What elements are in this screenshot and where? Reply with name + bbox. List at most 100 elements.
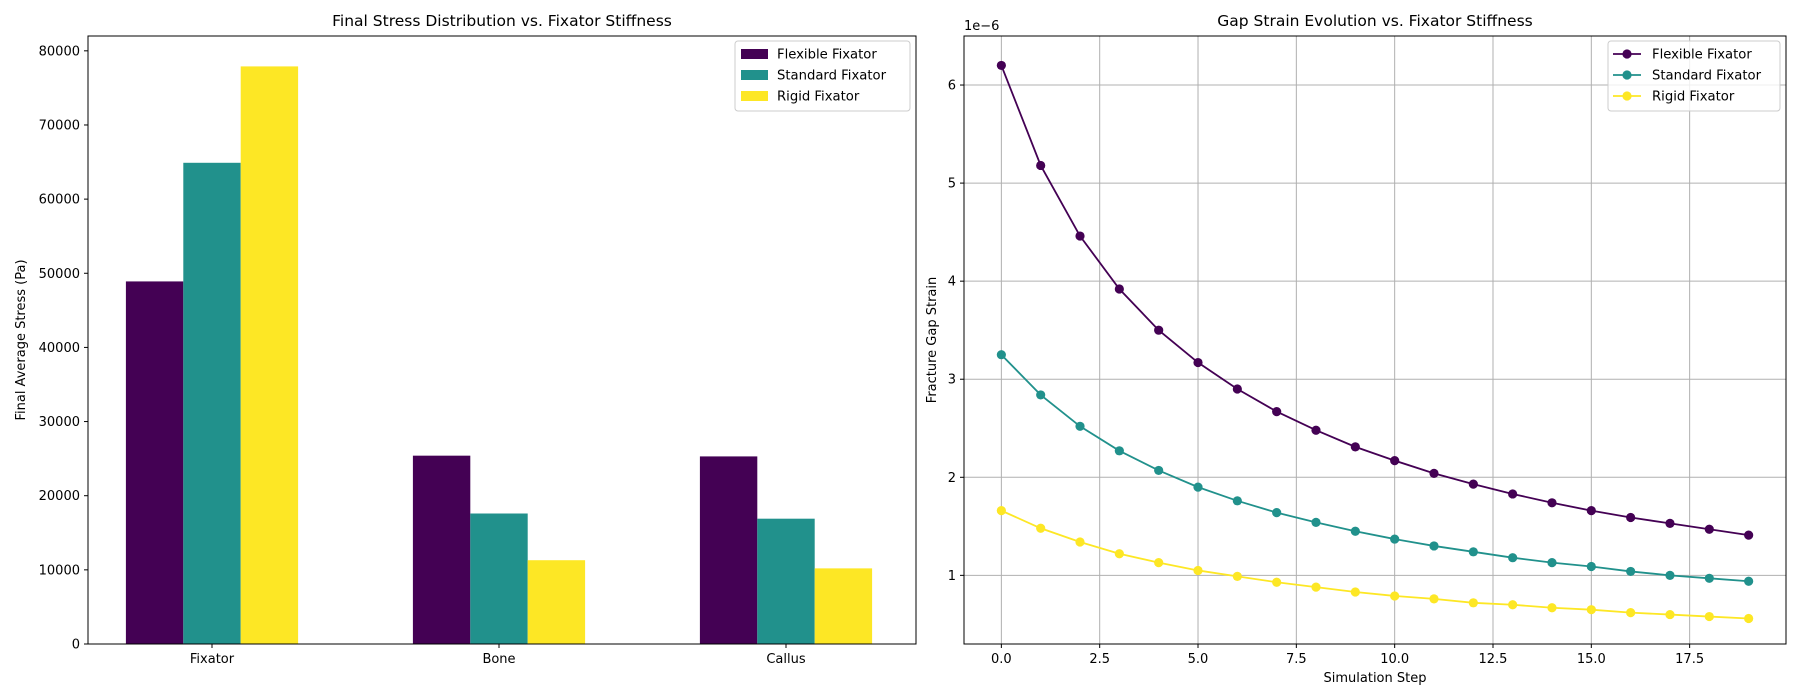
data-point <box>1114 549 1124 559</box>
data-point <box>1429 594 1439 604</box>
data-point <box>1626 566 1636 577</box>
data-point <box>1311 582 1321 592</box>
y-tick-label: 70000 <box>39 118 80 133</box>
line-chart-legend-items: Flexible Fixator Standard Fixator Rigid Fi… <box>1613 48 1762 105</box>
x-tick-label: 10.0 <box>1380 652 1409 667</box>
legend-label: Rigid Fixator <box>1652 90 1735 105</box>
line-chart-x-ticks: 0.0 2.5 5.0 7.5 10.0 12.5 15.0 17.5 <box>991 644 1704 667</box>
data-point <box>1075 231 1085 241</box>
x-tick-label: Fixator <box>190 652 235 667</box>
bar-chart-legend: Flexible Fixator Standard Fixator Rigid Fi… <box>734 40 911 112</box>
data-point <box>1547 603 1557 613</box>
y-tick-label: 2 <box>948 471 956 486</box>
data-point <box>1272 577 1282 587</box>
data-point <box>1154 558 1164 568</box>
y-tick-label: 10000 <box>39 563 80 578</box>
data-point <box>1390 456 1400 466</box>
legend-label: Flexible Fixator <box>777 48 877 63</box>
legend-label: Standard Fixator <box>777 69 887 84</box>
data-point <box>1429 541 1439 551</box>
data-point <box>1350 526 1360 536</box>
data-point <box>1626 512 1636 523</box>
bar-chart-y-axis-label: Final Average Stress (Pa) <box>14 259 29 420</box>
x-tick-label: 17.5 <box>1675 652 1704 667</box>
y-tick-label: 6 <box>948 79 956 94</box>
y-tick-label: 5 <box>948 177 956 192</box>
bar <box>240 66 299 644</box>
line-series-2 <box>996 350 1754 586</box>
data-point <box>1114 446 1124 456</box>
line-chart-y-ticks: 1 2 3 4 5 6 <box>948 79 964 584</box>
legend-swatch <box>741 49 768 59</box>
line-chart-legend-box <box>1607 40 1781 112</box>
legend-label: Standard Fixator <box>1652 69 1762 84</box>
legend-swatch <box>741 70 768 80</box>
y-tick-label: 0 <box>72 638 80 653</box>
data-point <box>1154 325 1164 335</box>
data-point <box>1232 384 1242 394</box>
data-point <box>1114 284 1124 294</box>
data-point <box>1036 523 1046 533</box>
data-point <box>996 506 1006 516</box>
bar-chart-y-ticks: 0 10000 20000 30000 40000 50000 60000 70000 8000… <box>39 44 88 653</box>
data-point <box>1429 468 1439 478</box>
line-chart-plot-frame <box>963 35 1787 645</box>
bar-chart-plot-frame <box>87 35 917 645</box>
bar-chart-legend-box <box>734 40 911 112</box>
line-series-1 <box>996 60 1754 540</box>
data-point <box>1547 558 1557 568</box>
data-point <box>1311 425 1321 435</box>
line-chart-legend: Flexible Fixator Standard Fixator Rigid Fi… <box>1607 40 1781 112</box>
y-tick-label: 80000 <box>39 44 80 59</box>
data-point <box>1665 518 1675 528</box>
x-tick-label: Callus <box>766 652 806 667</box>
data-point <box>1547 498 1557 508</box>
bar-series-1 <box>125 281 758 644</box>
y-tick-label: 3 <box>948 373 956 388</box>
bar <box>757 518 815 644</box>
data-point <box>1508 553 1518 563</box>
line-chart-y-axis-label: Fracture Gap Strain <box>925 277 940 403</box>
bar <box>699 456 758 644</box>
data-point <box>1232 496 1242 506</box>
legend-label: Rigid Fixator <box>777 90 860 105</box>
data-point <box>1350 587 1360 597</box>
data-point <box>1704 611 1714 622</box>
legend-label: Flexible Fixator <box>1652 48 1752 63</box>
data-point <box>1075 421 1085 431</box>
bar-chart-x-ticks: Fixator Bone Callus <box>190 644 806 667</box>
data-point <box>1744 576 1754 586</box>
data-point <box>1350 442 1360 452</box>
data-point <box>1193 565 1203 576</box>
x-tick-label: 7.5 <box>1286 652 1307 667</box>
data-point <box>1311 517 1321 528</box>
series-line <box>1000 509 1749 620</box>
data-point <box>1704 573 1714 583</box>
data-point <box>1468 598 1478 608</box>
bar <box>412 455 471 644</box>
legend-marker <box>1622 70 1632 80</box>
bar-series-3 <box>240 66 873 644</box>
bar <box>470 513 528 644</box>
strain-line-chart: Gap Strain Evolution vs. Fixator Stiffne… <box>925 12 1787 686</box>
data-point <box>1193 357 1203 368</box>
legend-marker <box>1622 91 1632 101</box>
data-point <box>1665 570 1675 580</box>
bar <box>125 281 184 644</box>
series-line <box>1000 65 1749 537</box>
data-point <box>1586 605 1596 615</box>
data-point <box>1744 613 1754 624</box>
data-point <box>1193 482 1203 492</box>
data-point <box>1232 571 1242 581</box>
data-point <box>1508 489 1518 499</box>
data-point <box>1508 600 1518 610</box>
line-chart-title: Gap Strain Evolution vs. Fixator Stiffne… <box>1217 12 1532 30</box>
bar-chart-bars <box>125 66 873 645</box>
y-tick-label: 20000 <box>39 489 80 504</box>
y-tick-label: 60000 <box>39 193 80 208</box>
bar-chart-title: Final Stress Distribution vs. Fixator St… <box>332 12 672 30</box>
line-chart-x-axis-label: Simulation Step <box>1324 671 1427 686</box>
data-point <box>1036 390 1046 400</box>
data-point <box>1468 479 1478 489</box>
